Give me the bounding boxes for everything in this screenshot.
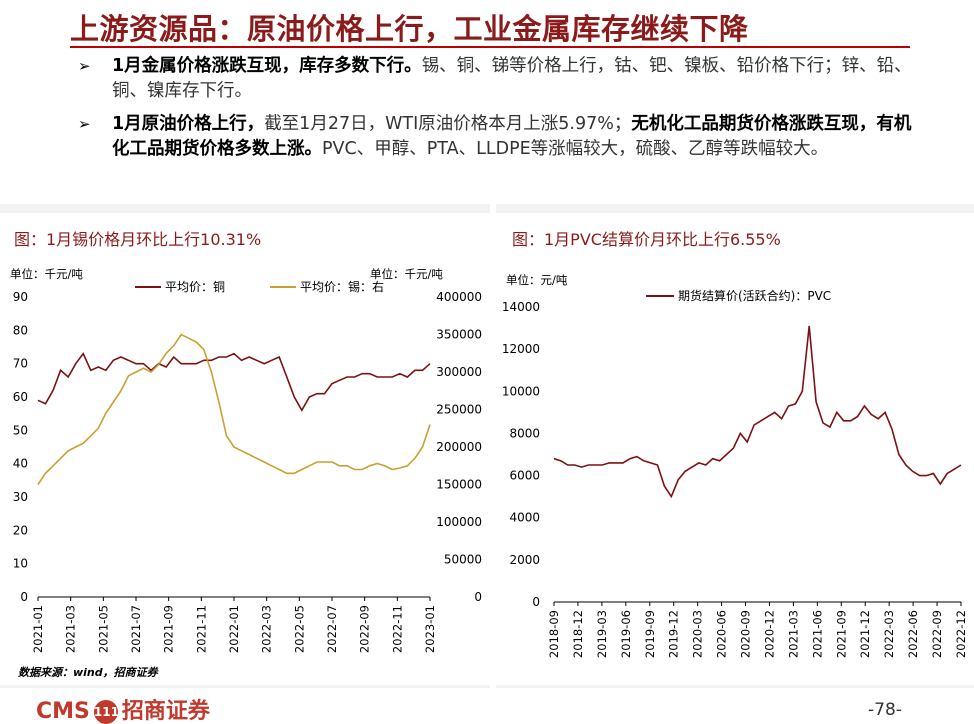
chart-title-pvc: 图：1月PVC结算价月环比上行6.55% [512,230,781,249]
y-tick-label: 6000 [509,469,540,483]
series-line-tin [37,333,431,485]
y-tick-label-left: 70 [13,357,28,371]
bullet-chem-bold: 无机化工品期货价格涨跌互现，有机化工品期货价格多数上涨。 [112,114,912,159]
legend-label: 平均价：铜 [165,279,225,294]
x-tick-label: 2019-06 [619,610,633,658]
x-tick-label: 2019-09 [643,610,657,658]
y-tick-label-right: 50000 [444,553,482,567]
chart-tin-copper: 90 80 70 60 50 40 30 20 10 0 400000 350000 300000 250… [13,279,482,653]
x-tick-label: 2021-12 [858,610,872,658]
bullet-metals-bold: 1月金属价格涨跌互现，库存多数下行。 [112,56,422,76]
unit-left-tin: 单位：千元/吨 [10,267,83,281]
chart-title-tin: 图：1月锡价格月环比上行10.31% [14,230,262,249]
y-tick-label-left: 30 [13,490,28,504]
x-tick-label: 2022-09 [930,610,944,658]
y-tick-label-right: 400000 [436,290,482,304]
source-note: 数据来源：wind，招商证券 [18,666,158,679]
x-tick-label: 2022-03 [882,610,896,658]
y-tick-label-right: 250000 [436,403,482,417]
x-tick-label: 2019-03 [595,610,609,658]
x-tick-label: 2018-09 [547,610,561,658]
y-tick-label: 10000 [502,384,540,398]
logo-name: 招商证券 [121,699,210,724]
bullet-metals: ➢ 1月金属价格涨跌互现，库存多数下行。锡、铜、锑等价格上行，钴、钯、镍板、铅价… [78,54,918,104]
bullet-chem-text: PVC、甲醇、PTA、LLDPE等涨幅较大，硫酸、乙醇等跌幅较大。 [322,139,829,159]
unit-pvc: 单位：元/吨 [506,273,568,287]
y-tick-label-left: 10 [13,557,28,571]
arrow-icon: ➢ [78,115,91,133]
x-tick-label: 2022-11 [390,605,404,653]
y-tick-label: 0 [532,595,540,609]
x-tick-label: 2021-01 [31,605,45,653]
x-tick-label: 2021-03 [64,605,78,653]
bullet-oil: ➢ 1月原油价格上行，截至1月27日，WTI原油价格本月上涨5.97%；无机化工… [78,112,918,162]
x-tick-label: 2021-06 [810,610,824,658]
legend-label: 平均价：锡：右 [300,279,384,294]
y-tick-label-right: 100000 [436,515,482,529]
y-tick-label-left: 80 [13,323,28,337]
chart-panel-pvc [496,213,974,685]
y-tick-label: 8000 [509,426,540,440]
x-tick-label: 2019-12 [667,610,681,658]
x-tick-label: 2021-05 [96,605,110,653]
x-tick-label: 2022-12 [954,610,968,658]
y-tick-label-left: 90 [13,290,28,304]
x-tick-label: 2021-11 [194,605,208,653]
y-tick-label-right: 300000 [436,365,482,379]
x-tick-label: 2021-09 [162,605,176,653]
title-divider [70,46,910,48]
y-tick-label: 12000 [502,342,540,356]
bullet-oil-text: 截至1月27日，WTI原油价格本月上涨5.97%； [264,114,632,134]
y-tick-label: 14000 [502,300,540,314]
x-tick-label: 2021-03 [786,610,800,658]
y-tick-label-left: 0 [20,590,28,604]
y-tick-label-left: 20 [13,523,28,537]
bullet-oil-bold: 1月原油价格上行， [112,114,265,134]
x-tick-label: 2022-05 [292,605,306,653]
logo-badge-icon: 111 [93,700,119,724]
arrow-icon: ➢ [78,57,91,75]
x-tick-label: 2022-07 [325,605,339,653]
logo-cms: CMS [36,699,90,724]
y-tick-label: 4000 [509,511,540,525]
x-tick-label: 2022-03 [260,605,274,653]
x-tick-label: 2023-01 [423,605,437,653]
page-title: 上游资源品：原油价格上行，工业金属库存继续下降 [70,12,749,46]
x-tick-label: 2022-09 [358,605,372,653]
unit-right-tin: 单位：千元/吨 [370,267,443,281]
y-tick-label-right: 200000 [436,440,482,454]
x-tick-label: 2021-07 [129,605,143,653]
chart-pvc: 14000 12000 10000 8000 6000 4000 2000 0 2018-09 2… [502,288,968,658]
y-tick-label-right: 150000 [436,478,482,492]
x-tick-label: 2020-06 [715,610,729,658]
x-tick-label: 2022-06 [906,610,920,658]
bullet-metals-text: 锡、铜、锑等价格上行，钴、钯、镍板、铅价格下行；锌、铅、铜、镍库存下行。 [112,56,912,101]
y-tick-label-left: 40 [13,457,28,471]
series-line-pvc [553,325,962,499]
x-tick-label: 2020-09 [739,610,753,658]
x-tick-label: 2021-09 [834,610,848,658]
page-number: -78- [868,700,902,720]
y-tick-label-left: 60 [13,390,28,404]
series-line-copper [37,352,431,412]
y-tick-label: 2000 [509,553,540,567]
y-tick-label-right: 350000 [436,328,482,342]
chart-panel-tin [0,213,490,685]
x-tick-label: 2020-03 [691,610,705,658]
legend-label: 期货结算价(活跃合约)：PVC [678,288,831,303]
y-tick-label-right: 0 [474,590,482,604]
cms-logo: CMS 111 招商证券 [36,693,210,724]
x-tick-label: 2022-01 [227,605,241,653]
x-tick-label: 2020-12 [762,610,776,658]
bullet-list: ➢ 1月金属价格涨跌互现，库存多数下行。锡、铜、锑等价格上行，钴、钯、镍板、铅价… [78,54,918,170]
y-tick-label-left: 50 [13,423,28,437]
x-tick-label: 2018-12 [571,610,585,658]
